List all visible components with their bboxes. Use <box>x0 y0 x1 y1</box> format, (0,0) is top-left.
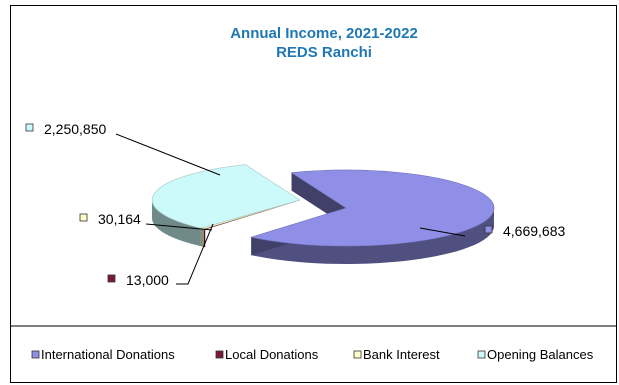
label-swatch-0 <box>484 225 493 234</box>
leader-line-1 <box>176 223 214 285</box>
label-swatch-2 <box>79 213 88 222</box>
leader-line-2 <box>145 223 213 231</box>
slice-international-donations <box>250 169 495 247</box>
slice-side-0 <box>251 208 494 264</box>
chart-title: Annual Income, 2021-2022 <box>230 25 418 42</box>
chart-subtitle: REDS Ranchi <box>276 44 372 61</box>
legend: International Donations Local Donations Ba… <box>31 347 594 362</box>
data-label-2: 30,164 <box>98 211 141 227</box>
label-swatch-3 <box>25 123 34 132</box>
legend-item-1: Local Donations <box>225 347 319 362</box>
pie-slices <box>151 164 495 264</box>
legend-swatch-2 <box>353 350 362 359</box>
legend-item-0: International Donations <box>41 347 175 362</box>
data-labels: 4,669,683 13,000 30,164 2,250,850 <box>25 121 565 288</box>
legend-swatch-0 <box>31 350 40 359</box>
data-label-0: 4,669,683 <box>503 223 565 239</box>
slice-side-3 <box>152 200 201 247</box>
legend-swatch-1 <box>215 350 224 359</box>
data-label-3: 2,250,850 <box>44 121 106 137</box>
legend-item-2: Bank Interest <box>363 347 440 362</box>
leader-line-3 <box>115 133 221 176</box>
label-swatch-1 <box>107 274 116 283</box>
leader-line-0 <box>419 227 466 237</box>
slice-opening-balances <box>151 164 301 229</box>
legend-swatch-3 <box>477 350 486 359</box>
data-label-1: 13,000 <box>126 272 169 288</box>
slice-side-2 <box>200 228 204 247</box>
legend-item-3: Opening Balances <box>487 347 594 362</box>
